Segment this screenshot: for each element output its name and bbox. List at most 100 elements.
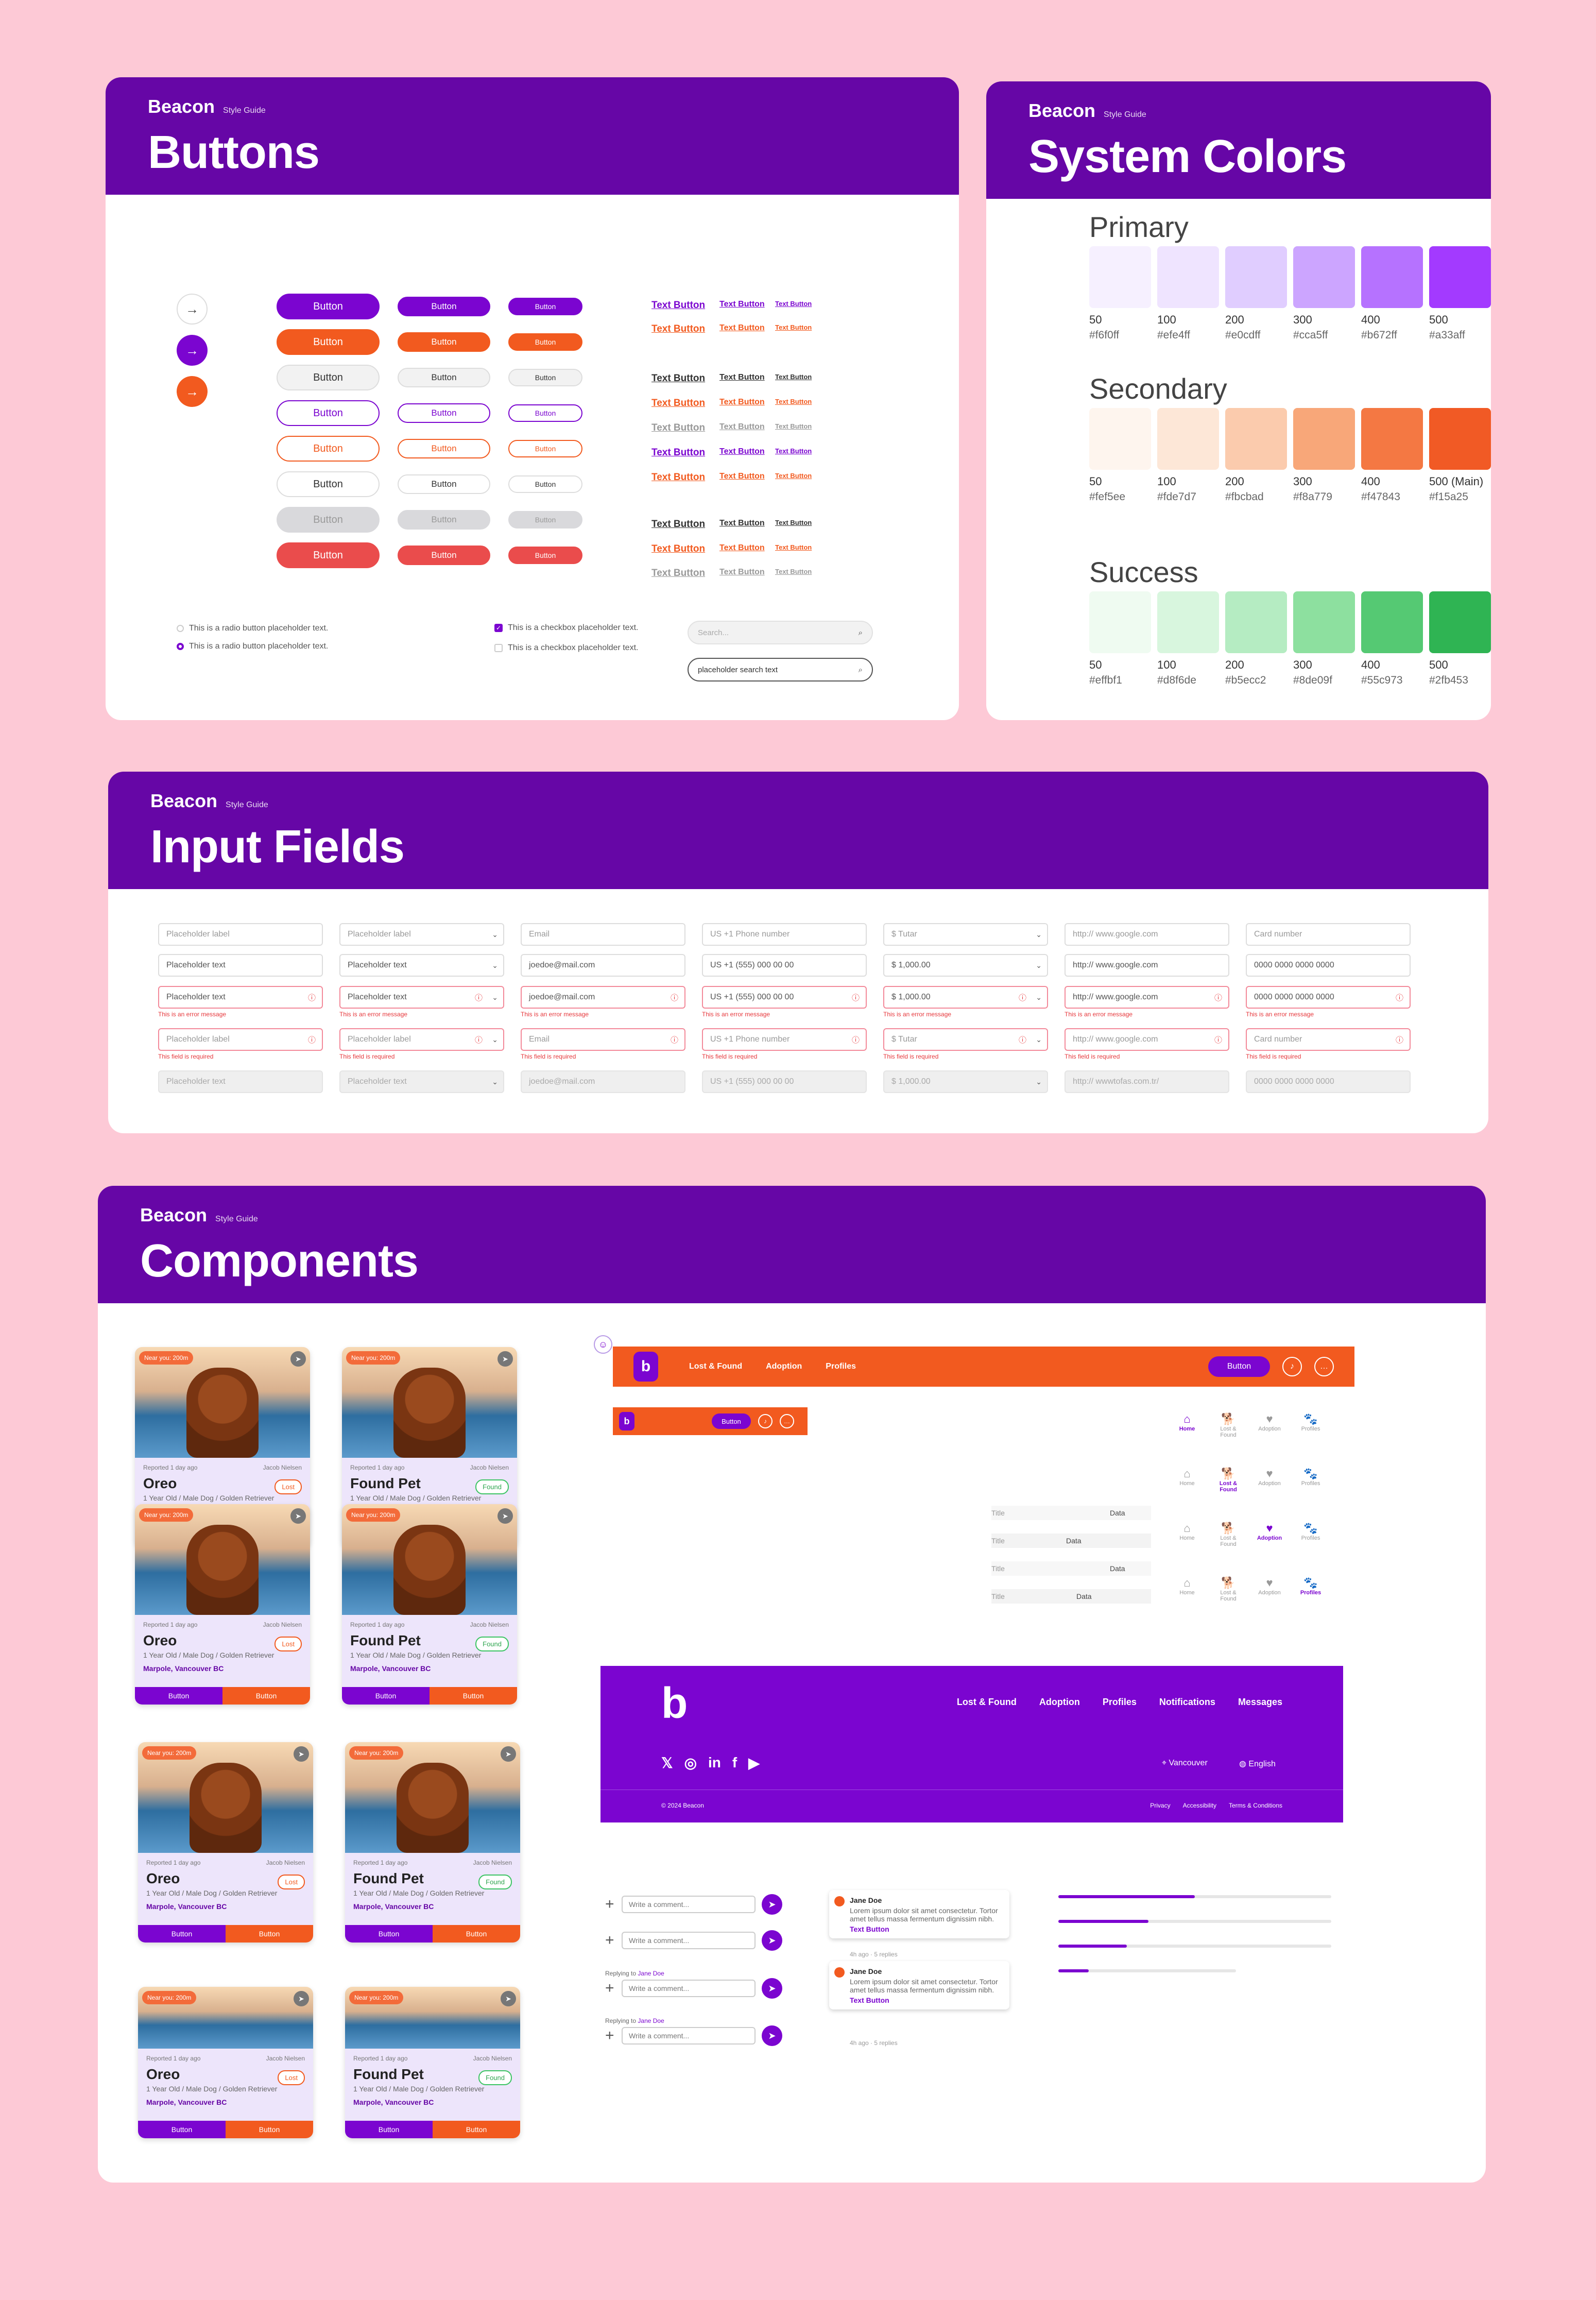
input-field[interactable]: joedoe@mail.com ⓘ (521, 986, 685, 1009)
card-button-secondary[interactable]: Button (433, 1925, 520, 1943)
button[interactable]: Button (398, 403, 490, 423)
plus-icon[interactable]: + (605, 1980, 614, 1997)
button[interactable]: Button (508, 298, 582, 315)
pet-card[interactable]: Near you: 200m ➤ Reported 1 day ago Jacob N… (135, 1347, 310, 1547)
button[interactable]: Button (398, 332, 490, 352)
bottom-nav-item[interactable]: 🐾 Profiles (1298, 1412, 1324, 1438)
button[interactable]: Button (508, 404, 582, 422)
text-button[interactable]: Text Button (719, 543, 765, 552)
text-button[interactable]: Text Button (651, 373, 706, 384)
input-field[interactable]: $ Tutar ⌄ (883, 923, 1048, 946)
text-button[interactable]: Text Button (775, 323, 812, 331)
logo-icon[interactable]: b (619, 1412, 634, 1430)
x-icon[interactable]: 𝕏 (661, 1755, 673, 1771)
footer-language[interactable]: ◍ English (1239, 1760, 1276, 1768)
input-field[interactable]: 0000 0000 0000 0000 ⓘ (1246, 986, 1411, 1009)
checkbox-option[interactable]: This is a checkbox placeholder text. (494, 638, 638, 658)
input-field[interactable]: $ 1,000.00 ⌄ (883, 954, 1048, 977)
text-button[interactable]: Text Button (775, 543, 812, 551)
nav-link[interactable]: Lost & Found (689, 1362, 743, 1371)
button[interactable]: Button (277, 471, 380, 497)
input-field[interactable]: joedoe@mail.com (521, 954, 685, 977)
input-field[interactable]: Placeholder label ⓘ (158, 1028, 323, 1051)
button[interactable]: Button (508, 511, 582, 529)
text-button[interactable]: Text Button (719, 373, 765, 382)
input-field[interactable]: $ 1,000.00 ⓘ ⌄ (883, 986, 1048, 1009)
button[interactable]: Button (398, 297, 490, 316)
comment-action[interactable]: Text Button (850, 1996, 889, 2004)
footer-link[interactable]: Notifications (1159, 1697, 1215, 1707)
bottom-nav-item[interactable]: ♥ Adoption (1257, 1467, 1282, 1493)
bottom-nav-item[interactable]: ♥ Adoption (1257, 1522, 1282, 1547)
button[interactable]: Button (508, 547, 582, 564)
footer-link[interactable]: Messages (1238, 1697, 1282, 1707)
share-icon[interactable]: ➤ (501, 1991, 516, 2006)
text-button[interactable]: Text Button (719, 422, 765, 431)
input-field[interactable]: US +1 Phone number (702, 923, 867, 946)
comment-input[interactable]: Write a comment... (622, 1980, 756, 1997)
share-icon[interactable]: ➤ (501, 1746, 516, 1762)
text-button[interactable]: Text Button (651, 422, 706, 433)
send-icon[interactable]: ➤ (762, 1894, 782, 1915)
comment-input[interactable]: Write a comment... (622, 1896, 756, 1913)
comment-input[interactable]: Write a comment... (622, 2027, 756, 2045)
text-button[interactable]: Text Button (651, 568, 706, 578)
button[interactable]: Button (398, 368, 490, 387)
pet-card[interactable]: Near you: 200m ➤ Reported 1 day ago Jacob N… (138, 1742, 313, 1943)
input-field[interactable]: Card number ⓘ (1246, 1028, 1411, 1051)
bell-icon[interactable]: ♪ (758, 1414, 773, 1428)
text-button[interactable]: Text Button (719, 323, 765, 332)
input-field[interactable]: Placeholder text (158, 954, 323, 977)
legal-link[interactable]: Privacy (1150, 1802, 1171, 1809)
comment-action[interactable]: Text Button (850, 1925, 889, 1933)
text-button[interactable]: Text Button (719, 398, 765, 406)
footer-link[interactable]: Profiles (1102, 1697, 1137, 1707)
text-button[interactable]: Text Button (775, 373, 812, 381)
text-button[interactable]: Text Button (719, 519, 765, 527)
plus-icon[interactable]: + (605, 1896, 614, 1913)
bell-icon[interactable]: ♪ (1282, 1357, 1302, 1376)
input-field[interactable]: US +1 Phone number ⓘ (702, 1028, 867, 1051)
button[interactable]: Button (398, 474, 490, 494)
input-field[interactable]: Placeholder text ⌄ (339, 954, 504, 977)
button[interactable]: Button (508, 440, 582, 457)
text-button[interactable]: Text Button (719, 568, 765, 576)
chat-icon[interactable]: … (1314, 1357, 1334, 1376)
input-field[interactable]: 0000 0000 0000 0000 (1246, 954, 1411, 977)
text-button[interactable]: Text Button (775, 519, 812, 526)
text-button[interactable]: Text Button (775, 447, 812, 455)
radio-option[interactable]: This is a radio button placeholder text. (177, 636, 328, 657)
arrow-icon-button[interactable]: → (177, 335, 208, 366)
input-field[interactable]: Placeholder text ⓘ (158, 986, 323, 1009)
card-button-secondary[interactable]: Button (226, 1925, 313, 1943)
bottom-nav-item[interactable]: 🐕 Lost & Found (1215, 1467, 1241, 1493)
pet-card[interactable]: Near you: 200m ➤ Reported 1 day ago Jacob N… (345, 1987, 520, 2138)
button[interactable]: Button (277, 542, 380, 568)
youtube-icon[interactable]: ▶ (748, 1755, 760, 1771)
input-field[interactable]: US +1 (555) 000 00 00 (702, 954, 867, 977)
pet-card[interactable]: Near you: 200m ➤ Reported 1 day ago Jacob N… (138, 1987, 313, 2138)
input-field[interactable]: http:// www.google.com (1065, 923, 1229, 946)
facebook-icon[interactable]: f (732, 1754, 737, 1770)
input-field[interactable]: US +1 (555) 000 00 00 ⓘ (702, 986, 867, 1009)
bottom-nav-item[interactable]: 🐕 Lost & Found (1215, 1412, 1241, 1438)
share-icon[interactable]: ➤ (497, 1351, 513, 1367)
input-field[interactable]: http:// www.google.com ⓘ (1065, 986, 1229, 1009)
input-field[interactable]: Card number (1246, 923, 1411, 946)
bottom-nav-item[interactable]: 🐕 Lost & Found (1215, 1576, 1241, 1602)
button[interactable]: Button (508, 369, 582, 386)
comment-input[interactable]: Write a comment... (622, 1932, 756, 1949)
text-button[interactable]: Text Button (651, 472, 706, 483)
card-button-primary[interactable]: Button (138, 1925, 226, 1943)
button[interactable]: Button (277, 400, 380, 426)
text-button[interactable]: Text Button (651, 323, 706, 334)
card-button-primary[interactable]: Button (345, 1925, 433, 1943)
send-icon[interactable]: ➤ (762, 1930, 782, 1951)
plus-icon[interactable]: + (605, 2027, 614, 2044)
input-field[interactable]: Placeholder label ⓘ ⌄ (339, 1028, 504, 1051)
bottom-nav-item[interactable]: ⌂ Home (1174, 1467, 1200, 1493)
text-button[interactable]: Text Button (775, 300, 812, 308)
footer-location[interactable]: ⌖ Vancouver (1162, 1759, 1208, 1767)
input-field[interactable]: Placeholder label (158, 923, 323, 946)
arrow-icon-button[interactable]: → (177, 294, 208, 325)
